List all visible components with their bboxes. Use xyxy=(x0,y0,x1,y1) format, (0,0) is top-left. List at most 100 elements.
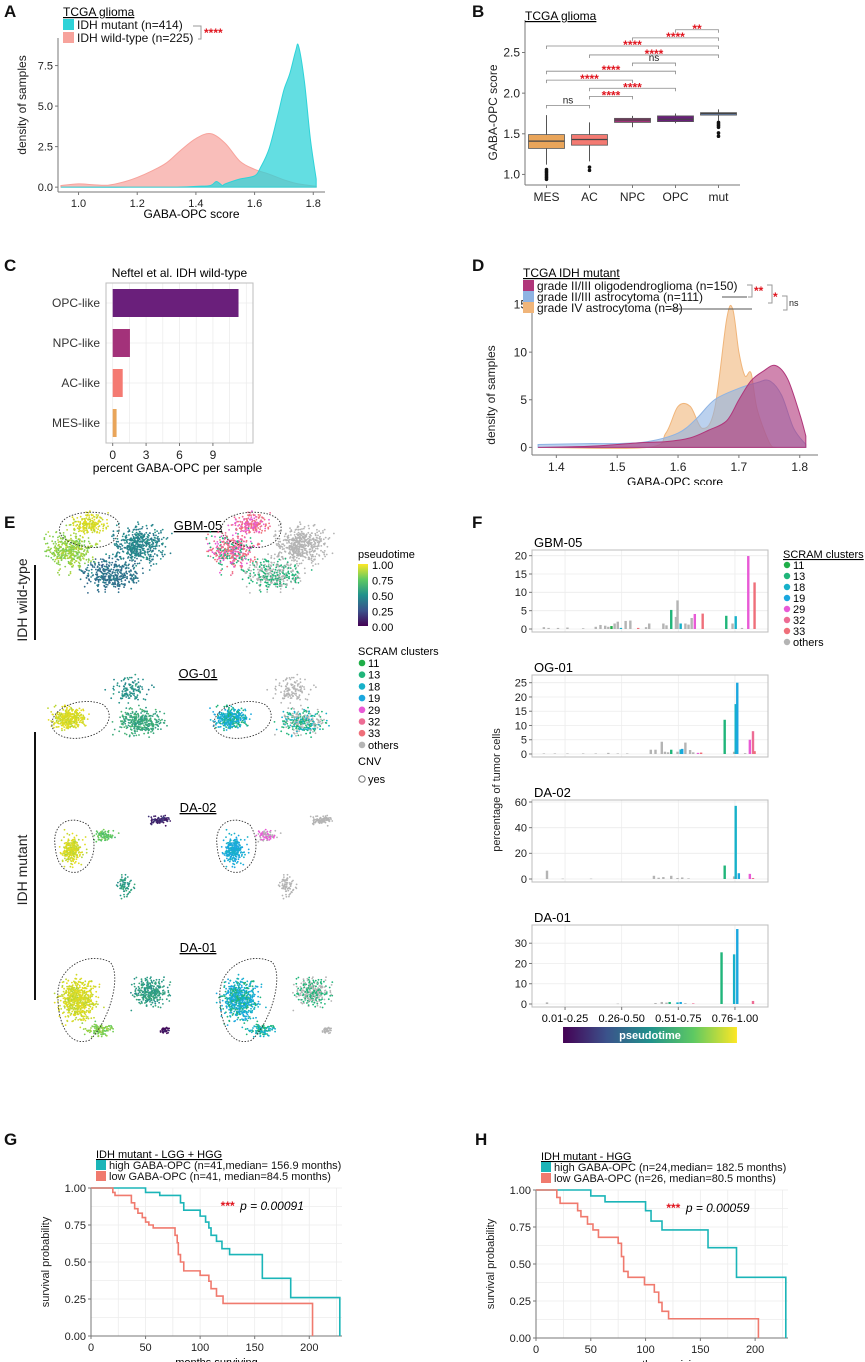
x-tick-label: OPC xyxy=(662,190,688,204)
y-tick-label: 10 xyxy=(515,720,527,732)
x-axis-label: GABA-OPC score xyxy=(143,207,239,221)
bar-cluster-19 xyxy=(736,929,739,1004)
plot-frame xyxy=(531,674,769,758)
density-idh-mutant xyxy=(60,43,317,188)
y-axis-label: GABA-OPC score xyxy=(486,64,500,160)
legend-label: 19 xyxy=(793,593,805,605)
scram-legend-dot xyxy=(358,659,366,667)
x-tick-label: 150 xyxy=(246,1342,264,1354)
umap-title-OG-01: OG-01 xyxy=(178,666,217,681)
panel-letter-g: G xyxy=(4,1130,18,1149)
x-tick-label: 100 xyxy=(636,1344,654,1356)
legend-dot xyxy=(783,616,791,624)
x-tick-label: 100 xyxy=(191,1342,209,1354)
comparison-bracket xyxy=(546,45,719,50)
pseudotime-colorbar xyxy=(563,1027,737,1043)
bar-cluster-others xyxy=(676,600,679,629)
bar-cluster-others xyxy=(613,623,616,629)
y-axis-label: density of samples xyxy=(15,55,29,154)
legend-low-label: low GABA-OPC (n=26, median=80.5 months) xyxy=(554,1173,776,1185)
y-tick-label: 20 xyxy=(515,551,527,563)
bar-cluster-others xyxy=(648,623,651,629)
bar-cluster-others xyxy=(666,752,670,754)
cnv-contour xyxy=(219,958,278,1043)
bar-cluster-others xyxy=(692,752,695,754)
legend-low-swatch xyxy=(96,1171,106,1181)
x-tick-label: 0 xyxy=(533,1344,539,1356)
panel-letter-a: A xyxy=(4,2,17,21)
bar-cluster-others xyxy=(545,1002,549,1004)
legend-astrocytoma-4-swatch xyxy=(523,302,534,313)
y-tick-label: 0 xyxy=(521,624,527,636)
x-tick-label: 200 xyxy=(746,1344,764,1356)
y-tick-label: 20 xyxy=(515,848,527,860)
cnv-contour xyxy=(220,511,282,548)
significance-bracket xyxy=(747,284,753,298)
y-tick-label: 0.75 xyxy=(510,1222,531,1234)
panel-letter-e: E xyxy=(4,513,16,532)
legend-idh-mutant-label: IDH mutant (n=414) xyxy=(77,18,183,32)
x-tick-label: 50 xyxy=(139,1342,151,1354)
x-tick-label: 1.6 xyxy=(670,460,687,474)
legend-scram-title: SCRAM clusters xyxy=(358,646,439,658)
umap-scram-DA-01 xyxy=(215,973,334,1038)
x-tick-label: 150 xyxy=(691,1344,709,1356)
y-tick-label: 40 xyxy=(515,823,527,835)
cnv-contour xyxy=(54,819,95,873)
scram-legend-label: 11 xyxy=(368,658,379,670)
cnv-contour xyxy=(57,958,116,1043)
bar-cluster-13 xyxy=(668,1001,671,1004)
significance-stars: *** xyxy=(666,1201,680,1215)
pseudotime-tick-label: 0.75 xyxy=(372,576,393,588)
comparison-label: **** xyxy=(623,80,642,94)
legend-label: 32 xyxy=(793,615,805,627)
bar-cluster-others xyxy=(670,875,673,879)
legend-astrocytoma-2-3-label: grade II/III astrocytoma (n=111) xyxy=(537,290,703,304)
x-tick-label: 1.8 xyxy=(791,460,808,474)
legend-title: TCGA glioma xyxy=(63,5,135,19)
x-tick-label: 1.7 xyxy=(731,460,748,474)
legend-high-label: high GABA-OPC (n=41,median= 156.9 months… xyxy=(109,1160,341,1172)
cnv-legend-circle xyxy=(358,775,366,783)
comparison-label: **** xyxy=(623,38,642,52)
y-tick-label: AC-like xyxy=(61,376,100,390)
x-tick-label: NPC xyxy=(620,190,646,204)
bar-cluster-others xyxy=(616,1003,619,1005)
legend-dot xyxy=(783,627,791,635)
y-tick-label: 20 xyxy=(515,958,527,970)
x-tick-label: 6 xyxy=(176,448,183,462)
bar-cluster-others xyxy=(644,627,648,629)
legend-label: 29 xyxy=(793,604,805,616)
comparison-bracket xyxy=(589,54,719,58)
chart-title: Neftel et al. IDH wild-type xyxy=(112,266,248,280)
comparison-bracket xyxy=(546,70,676,75)
subplot-title: DA-02 xyxy=(534,785,571,800)
x-tick-label: 1.5 xyxy=(609,460,626,474)
y-tick-label: 0.50 xyxy=(65,1257,86,1269)
legend-low-swatch xyxy=(541,1173,551,1183)
bar-cluster-33 xyxy=(637,627,640,629)
bar-cluster-others xyxy=(684,742,687,754)
legend-title: TCGA IDH mutant xyxy=(523,266,620,280)
bar-cluster-others xyxy=(603,625,607,629)
bar-cluster-others xyxy=(556,627,560,629)
bar-cluster-18 xyxy=(676,1002,679,1004)
legend-idh-mutant-swatch xyxy=(63,19,74,30)
y-tick-label: 0.00 xyxy=(510,1333,531,1345)
bar-cluster-others xyxy=(626,753,629,754)
bar-cluster-others xyxy=(589,878,593,880)
y-tick-label: 0.0 xyxy=(38,182,53,194)
y-tick-label: 1.5 xyxy=(503,127,520,141)
subplot-title: OG-01 xyxy=(534,660,573,675)
scram-legend-label: 32 xyxy=(368,717,380,729)
bar-cluster-others xyxy=(690,618,693,629)
bar-cluster-others xyxy=(684,1003,687,1004)
x-axis-label: months surviving xyxy=(175,1357,258,1362)
bar-cluster-others xyxy=(616,621,619,629)
bar-cluster-13 xyxy=(723,719,726,754)
comparison-label: ** xyxy=(692,22,702,36)
y-tick-label: 1.0 xyxy=(503,168,520,182)
box-outlier xyxy=(716,134,721,139)
pseudotime-colorbar xyxy=(358,564,368,626)
